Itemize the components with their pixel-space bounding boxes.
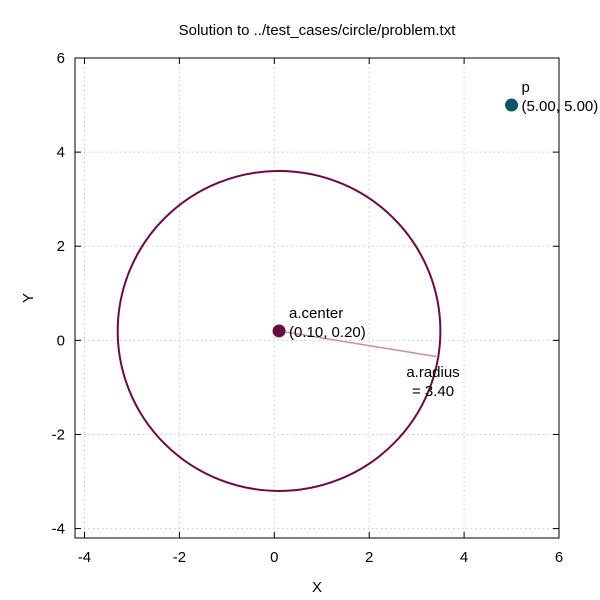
grid <box>75 58 559 538</box>
radius-label: a.radius <box>406 364 459 381</box>
y-axis-label: Y <box>20 293 37 303</box>
tick-labels: -4 -2 0 2 4 6 -4 -2 0 2 4 6 <box>52 50 564 566</box>
chart-title: Solution to ../test_cases/circle/problem… <box>179 22 457 39</box>
y-tick-label: -2 <box>52 426 65 443</box>
x-tick-label: -4 <box>78 549 91 566</box>
x-tick-label: -2 <box>173 549 186 566</box>
circle-a <box>116 169 442 492</box>
point-p-coord-label: (5.00, 5.00) <box>522 98 599 115</box>
center-coord-label: (0.10, 0.20) <box>289 324 366 341</box>
x-tick-label: 6 <box>555 549 563 566</box>
center-point <box>272 324 286 338</box>
radius-line <box>278 330 439 358</box>
point-p <box>505 98 519 112</box>
y-tick-label: 4 <box>57 144 65 161</box>
center-label: a.center <box>289 305 343 322</box>
y-tick-label: 0 <box>57 332 65 349</box>
x-tick-label: 2 <box>365 549 373 566</box>
x-tick-label: 4 <box>460 549 468 566</box>
y-tick-label: 2 <box>57 238 65 255</box>
y-tick-label: -4 <box>52 521 65 538</box>
point-p-label: p <box>522 79 530 96</box>
plot-frame <box>74 57 560 539</box>
y-tick-label: 6 <box>57 50 65 67</box>
x-axis-label: X <box>312 579 322 596</box>
axis-ticks <box>75 57 560 538</box>
x-tick-label: 0 <box>270 549 278 566</box>
plot-area: a.center (0.10, 0.20) p (5.00, 5.00) a.radiu… <box>116 79 599 492</box>
radius-value-label: = 3.40 <box>412 383 454 400</box>
